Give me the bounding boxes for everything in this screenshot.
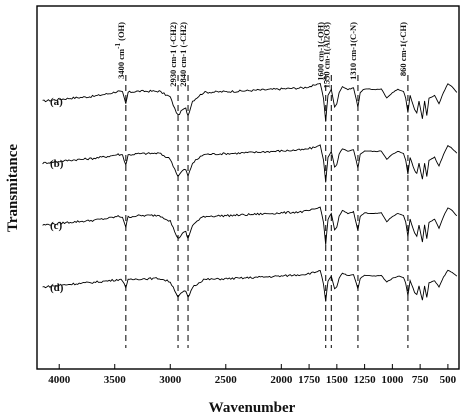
x-tick-label: 750: [412, 374, 429, 386]
marker-label: 3400 cm-1 (OH): [114, 22, 126, 79]
x-tick-label: 2000: [270, 374, 293, 386]
marker-label: 860 cm-1(-CH): [398, 22, 408, 76]
spectrum-line: [42, 144, 458, 183]
plot-frame: [36, 5, 460, 370]
spectrum-line: [42, 206, 458, 245]
marker-label: 2840 cm-1 (-CH2): [178, 22, 188, 87]
series-label: (a): [50, 96, 63, 108]
spectra: (a) (b) (c) (d): [42, 82, 458, 302]
peak-markers: 3400 cm-1 (OH) 2930 cm-1 (-CH2) 2840 cm-1 …: [114, 22, 409, 348]
y-axis-label: Transmitance: [5, 144, 21, 232]
spectrum-line: [42, 269, 458, 302]
marker-label: 1550 cm-1(Al2O3): [321, 22, 331, 89]
x-tick-label: 2500: [215, 374, 238, 386]
x-axis-label: Wavenumber: [209, 400, 296, 416]
x-tick-label: 1250: [354, 374, 377, 386]
x-tick-label: 1000: [381, 374, 404, 386]
x-tick-label: 500: [440, 374, 457, 386]
marker-label: 1600 cm-1(-OH): [316, 22, 326, 81]
x-tick-label: 4000: [48, 374, 71, 386]
series-label: (c): [50, 220, 63, 232]
marker-label: 2930 cm-1 (-CH2): [168, 22, 178, 87]
series-label: (d): [50, 282, 64, 294]
marker-label: 1310 cm-1(C-N): [348, 22, 358, 80]
x-tick-label: 3000: [159, 374, 182, 386]
x-axis-ticks: 4000 3500 3000 2500 2000 1750 1500 1250 1000 750 5…: [48, 364, 457, 386]
x-tick-label: 1750: [298, 374, 321, 386]
series-label: (b): [50, 158, 64, 170]
spectrum-line: [42, 82, 458, 122]
x-tick-label: 1500: [326, 374, 349, 386]
x-tick-label: 3500: [104, 374, 127, 386]
